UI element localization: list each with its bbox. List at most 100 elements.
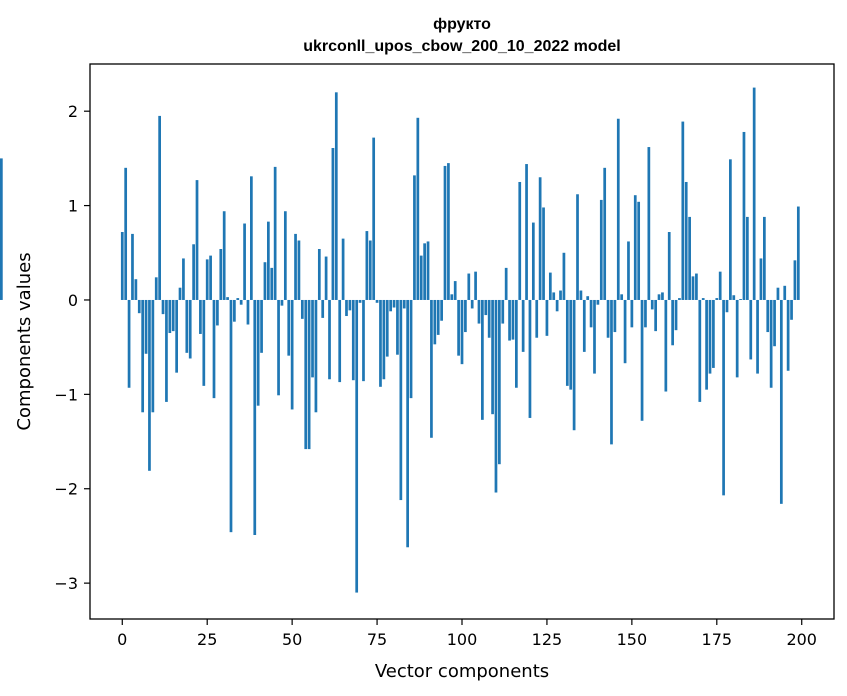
bar bbox=[661, 292, 664, 300]
x-tick-label: 150 bbox=[617, 630, 648, 649]
bar bbox=[450, 294, 454, 300]
bar bbox=[280, 299, 284, 306]
bar bbox=[474, 271, 477, 300]
bar bbox=[705, 299, 708, 390]
bar bbox=[531, 222, 535, 300]
bar bbox=[161, 299, 165, 315]
bar bbox=[345, 299, 348, 317]
bar bbox=[311, 299, 314, 378]
bar bbox=[389, 299, 393, 312]
bar bbox=[338, 299, 342, 383]
bar bbox=[205, 259, 209, 300]
bar bbox=[732, 295, 736, 300]
bar bbox=[219, 249, 223, 300]
bar bbox=[695, 273, 698, 300]
bar bbox=[416, 117, 420, 300]
bar bbox=[729, 159, 732, 300]
bar bbox=[195, 180, 199, 300]
bar bbox=[582, 299, 586, 352]
bar bbox=[317, 249, 321, 300]
bar bbox=[453, 281, 457, 300]
bar bbox=[562, 252, 566, 300]
bar bbox=[494, 299, 498, 493]
bar bbox=[725, 299, 729, 313]
bar bbox=[433, 299, 437, 345]
y-tick-label: −2 bbox=[54, 480, 78, 499]
bar bbox=[593, 299, 596, 374]
bar bbox=[565, 299, 569, 386]
chart-title: фрукто bbox=[433, 16, 491, 33]
bar bbox=[283, 211, 287, 300]
bar bbox=[379, 299, 382, 387]
bar bbox=[735, 299, 739, 378]
bar bbox=[491, 299, 494, 415]
bar bbox=[613, 299, 617, 333]
bar bbox=[654, 299, 657, 332]
bar bbox=[260, 299, 263, 353]
bar bbox=[606, 299, 610, 338]
bar bbox=[392, 299, 396, 308]
bar bbox=[766, 299, 770, 333]
x-axis-label: Vector components bbox=[375, 661, 549, 682]
bar bbox=[154, 277, 158, 300]
bar bbox=[185, 299, 189, 353]
bar bbox=[749, 299, 753, 360]
bar bbox=[226, 297, 229, 300]
bar bbox=[368, 240, 372, 300]
bar bbox=[199, 299, 202, 334]
bar bbox=[137, 299, 141, 314]
bar bbox=[790, 299, 793, 320]
bar bbox=[192, 244, 195, 300]
bar bbox=[763, 216, 766, 300]
bar bbox=[542, 207, 545, 300]
bar bbox=[409, 299, 413, 399]
bar bbox=[385, 299, 389, 357]
bar bbox=[644, 299, 647, 328]
bar bbox=[470, 299, 474, 309]
bar bbox=[209, 255, 212, 300]
bar bbox=[253, 299, 257, 535]
bar bbox=[671, 299, 674, 346]
bar bbox=[120, 232, 124, 300]
bar bbox=[684, 181, 688, 300]
x-tick-label: 175 bbox=[702, 630, 733, 649]
bar bbox=[637, 201, 641, 300]
bar bbox=[610, 299, 613, 445]
bar bbox=[331, 148, 335, 300]
bar bbox=[498, 299, 501, 465]
bar bbox=[372, 137, 376, 300]
bar bbox=[375, 299, 379, 303]
bar bbox=[627, 241, 630, 300]
bar bbox=[521, 299, 525, 352]
bar bbox=[569, 299, 573, 390]
bar bbox=[528, 299, 532, 418]
bar bbox=[382, 299, 386, 380]
bar bbox=[603, 167, 607, 300]
bar-series bbox=[0, 87, 800, 593]
bar bbox=[545, 299, 549, 336]
bar bbox=[667, 232, 671, 300]
bar bbox=[182, 258, 185, 300]
bar bbox=[175, 299, 178, 373]
bar bbox=[413, 175, 416, 300]
bar bbox=[681, 121, 685, 300]
x-tick-label: 50 bbox=[282, 630, 302, 649]
bar bbox=[576, 194, 579, 300]
bar bbox=[464, 299, 467, 333]
bar bbox=[419, 255, 423, 300]
bar bbox=[647, 147, 651, 300]
bar bbox=[640, 299, 644, 421]
bar bbox=[246, 299, 250, 325]
bar bbox=[718, 271, 722, 300]
bar bbox=[487, 299, 491, 338]
bar bbox=[698, 299, 702, 402]
bar bbox=[131, 233, 134, 300]
bar bbox=[229, 299, 233, 533]
bar bbox=[525, 164, 528, 300]
bar bbox=[304, 299, 308, 450]
bar bbox=[586, 296, 590, 300]
bar bbox=[141, 299, 145, 413]
bar bbox=[447, 163, 450, 300]
bar bbox=[657, 294, 661, 300]
x-tick-label: 200 bbox=[786, 630, 817, 649]
